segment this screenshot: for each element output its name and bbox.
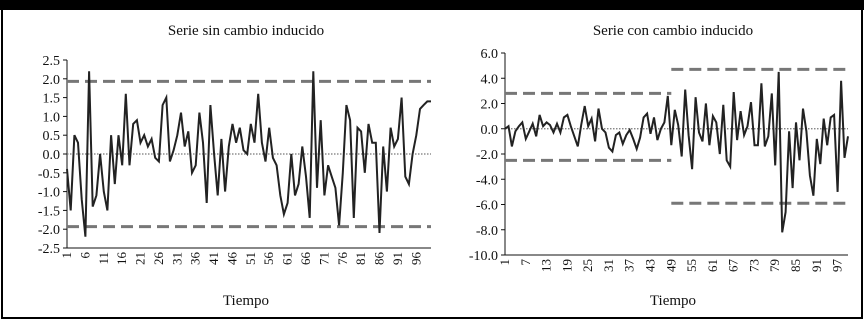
- chart-1-x-label: Tiempo: [650, 293, 696, 309]
- chart-1-x-tick-label: 85: [788, 259, 803, 272]
- chart-0-x-tick-label: 76: [335, 252, 350, 266]
- chart-0-x-tick-label: 51: [243, 252, 258, 265]
- chart-1-x-tick-label: 91: [809, 259, 824, 272]
- chart-0-x-tick-label: 31: [169, 252, 184, 265]
- chart-1-series-line: [504, 71, 849, 233]
- chart-1-x-tick-label: 31: [601, 259, 616, 272]
- chart-0-x-tick-label: 6: [77, 252, 92, 259]
- chart-0-x-tick-label: 56: [261, 252, 276, 266]
- chart-left: Serie sin cambio inducido 2.5 2.0 1.5 1.0 0.5…: [38, 23, 431, 309]
- chart-0-title: Serie sin cambio inducido: [168, 23, 324, 39]
- chart-0-y-tick-label: 2.0: [43, 73, 61, 88]
- chart-1-y-tick-label: 0.0: [481, 123, 499, 138]
- chart-1-x-tick-label: 55: [684, 259, 699, 272]
- chart-0-y-tick-label: -1.5: [38, 204, 60, 219]
- chart-1-x-tick-label: 7: [518, 259, 533, 266]
- chart-1-y-tick-label: 2.0: [481, 98, 499, 113]
- figure-frame: Serie sin cambio inducido 2.5 2.0 1.5 1.0 0.5…: [1, 8, 863, 319]
- chart-1-x-tick-label: 79: [767, 259, 782, 272]
- chart-0-y-tick-label: 0.5: [43, 129, 61, 144]
- chart-1-x-tick-label: 25: [580, 259, 595, 272]
- chart-0-x-tick-label: 26: [151, 252, 166, 266]
- chart-0-y-tick-label: -0.5: [38, 167, 60, 182]
- chart-0-x-tick-label: 46: [224, 252, 239, 266]
- chart-0-x-tick-label: 81: [353, 252, 368, 265]
- chart-0-x-tick-label: 71: [316, 252, 331, 265]
- chart-1-x-tick-label: 1: [497, 259, 512, 266]
- chart-1-y-tick-label: -6.0: [476, 199, 498, 214]
- chart-0-x-tick-label: 11: [96, 252, 111, 265]
- chart-0-x-tick-label: 41: [206, 252, 221, 265]
- chart-1-x-tick-label: 61: [705, 259, 720, 272]
- chart-1-title: Serie con cambio inducido: [593, 23, 753, 39]
- chart-1-y-tick-label: -2.0: [476, 148, 498, 163]
- chart-0-y-tick-label: -2.5: [38, 242, 60, 257]
- chart-1-y-tick-label: 4.0: [481, 72, 499, 87]
- chart-1-x-tick-label: 73: [746, 259, 761, 272]
- chart-0-x-tick-label: 21: [133, 252, 148, 265]
- chart-1-y-tick-label: -10.0: [469, 249, 498, 264]
- chart-right: Serie con cambio inducido 6.0 4.0 2.0 0.0 -2.…: [469, 23, 849, 309]
- top-bar: [0, 0, 864, 10]
- chart-0-y-tick-label: -1.0: [38, 186, 60, 201]
- chart-1-y-tick-label: -4.0: [476, 173, 498, 188]
- chart-1-x-tick-label: 37: [622, 259, 637, 273]
- chart-1-y-tick-label: -8.0: [476, 224, 498, 239]
- chart-0-x-tick-label: 1: [59, 252, 74, 259]
- chart-0-y-tick-label: 0.0: [43, 148, 61, 163]
- chart-0-y-tick-label: 1.5: [43, 92, 61, 107]
- chart-1-x-tick-label: 19: [559, 259, 574, 272]
- chart-1-x-tick-label: 49: [663, 259, 678, 272]
- chart-1-x-tick-label: 43: [643, 259, 658, 272]
- chart-1-y-tick-label: 6.0: [481, 47, 499, 62]
- chart-0-x-tick-label: 16: [114, 252, 129, 266]
- top-bar-tab: [0, 0, 96, 10]
- chart-0-y-tick-label: 1.0: [43, 110, 61, 125]
- chart-0-x-tick-label: 86: [372, 252, 387, 266]
- chart-1-x-tick-label: 13: [539, 259, 554, 272]
- chart-0-series-line: [66, 71, 431, 237]
- chart-0-x-tick-label: 36: [188, 252, 203, 266]
- chart-0-y-tick-label: -2.0: [38, 223, 60, 238]
- chart-1-x-tick-label: 67: [726, 259, 741, 273]
- chart-0-x-tick-label: 61: [280, 252, 295, 265]
- chart-0-x-label: Tiempo: [223, 293, 269, 309]
- chart-0-y-tick-label: 2.5: [43, 54, 61, 69]
- chart-0-x-tick-label: 96: [408, 252, 423, 266]
- chart-1-x-tick-label: 97: [830, 259, 845, 273]
- chart-0-x-tick-label: 66: [298, 252, 313, 266]
- chart-0-x-tick-label: 91: [390, 252, 405, 265]
